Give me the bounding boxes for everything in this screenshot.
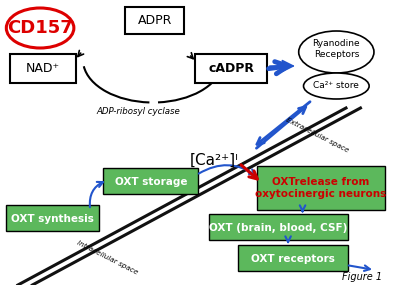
Text: ADP-ribosyl cyclase: ADP-ribosyl cyclase xyxy=(97,107,180,117)
Text: OXT synthesis: OXT synthesis xyxy=(11,214,94,224)
Text: Extracellular space: Extracellular space xyxy=(285,117,349,154)
Text: OXT receptors: OXT receptors xyxy=(251,254,335,264)
FancyArrowPatch shape xyxy=(269,62,288,74)
Text: CD157: CD157 xyxy=(7,19,73,37)
Text: OXTrelease from
oxytocinergic neurons: OXTrelease from oxytocinergic neurons xyxy=(255,177,386,199)
FancyBboxPatch shape xyxy=(257,166,384,210)
FancyBboxPatch shape xyxy=(10,54,76,82)
FancyBboxPatch shape xyxy=(238,245,348,271)
Text: ADPR: ADPR xyxy=(138,15,172,27)
Text: Figure 1: Figure 1 xyxy=(342,272,382,282)
FancyBboxPatch shape xyxy=(209,214,348,240)
Text: cADPR: cADPR xyxy=(208,62,254,76)
Text: Ryanodine
Receptors: Ryanodine Receptors xyxy=(312,39,360,59)
Ellipse shape xyxy=(304,73,369,99)
FancyBboxPatch shape xyxy=(103,168,198,194)
Text: Ca²⁺ store: Ca²⁺ store xyxy=(313,82,359,91)
Text: OXT (brain, blood, CSF): OXT (brain, blood, CSF) xyxy=(209,223,348,233)
FancyBboxPatch shape xyxy=(195,54,267,82)
Text: Intracellular space: Intracellular space xyxy=(76,240,139,276)
FancyBboxPatch shape xyxy=(126,7,184,34)
FancyBboxPatch shape xyxy=(6,205,99,231)
Text: [Ca²⁺]ᴵ: [Ca²⁺]ᴵ xyxy=(189,152,238,168)
Ellipse shape xyxy=(299,31,374,73)
Text: OXT storage: OXT storage xyxy=(115,177,187,187)
Text: NAD⁺: NAD⁺ xyxy=(26,62,60,76)
